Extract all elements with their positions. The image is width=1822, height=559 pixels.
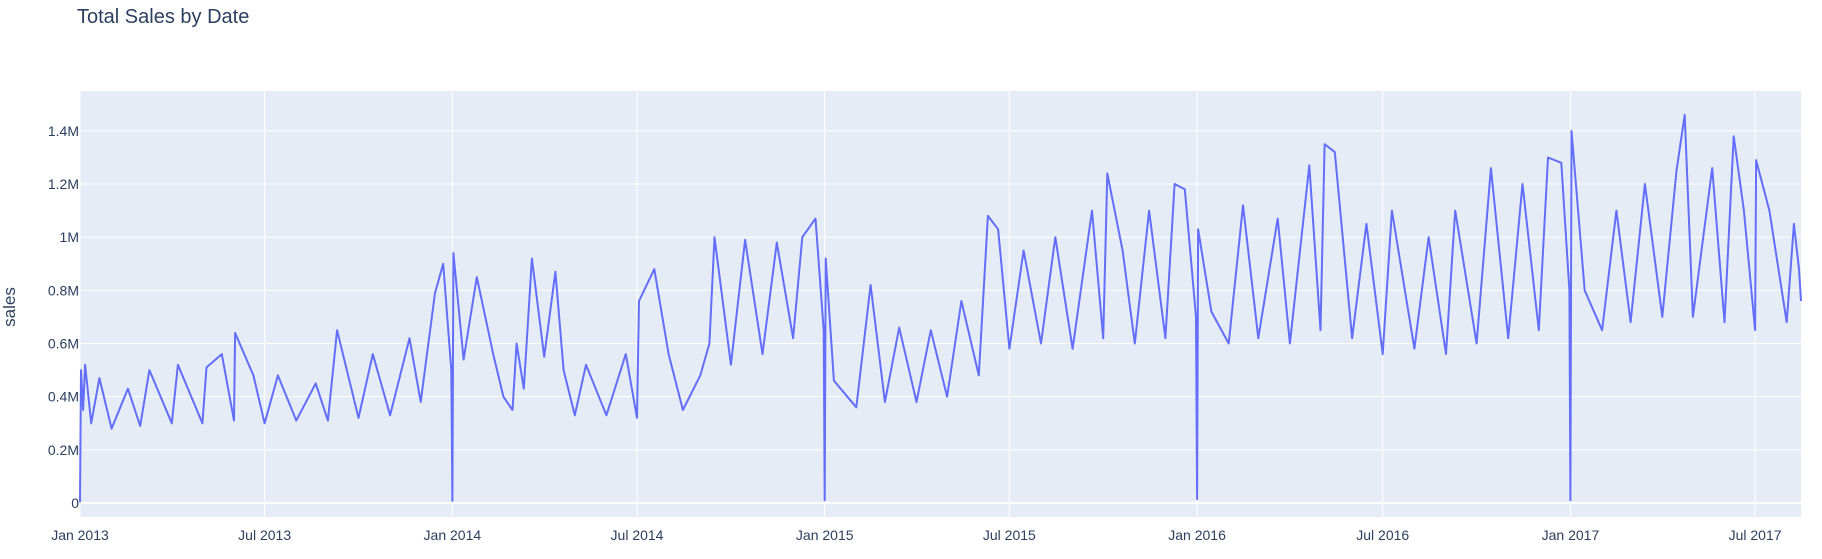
x-tick-label: Jul 2013 (238, 527, 291, 543)
chart-title: Total Sales by Date (77, 6, 250, 28)
plot-area (80, 91, 1801, 517)
y-tick-label: 1.4M (48, 123, 79, 139)
y-tick-label: 1M (60, 229, 79, 245)
x-tick-label: Jul 2016 (1356, 527, 1409, 543)
x-tick-label: Jul 2017 (1729, 527, 1782, 543)
x-tick-label: Jul 2015 (983, 527, 1036, 543)
y-axis-title: sales (0, 287, 19, 327)
x-tick-label: Jan 2016 (1168, 527, 1226, 543)
x-tick-label: Jan 2014 (424, 527, 482, 543)
x-tick-label: Jan 2015 (796, 527, 854, 543)
x-tick-label: Jan 2017 (1542, 527, 1600, 543)
sales-series-line (79, 113, 1802, 503)
y-tick-label: 0 (71, 495, 79, 511)
y-tick-label: 0.2M (48, 442, 79, 458)
y-tick-label: 0.8M (48, 282, 79, 298)
x-tick-labels: Jan 2013 Jul 2013 Jan 2014 Jul 2014 Jan 2015… (51, 527, 1782, 543)
y-tick-label: 1.2M (48, 176, 79, 192)
y-gridlines (80, 130, 1801, 504)
x-tick-label: Jan 2013 (51, 527, 109, 543)
x-tick-label: Jul 2014 (611, 527, 664, 543)
y-tick-label: 0.6M (48, 336, 79, 352)
y-tick-label: 0.4M (48, 389, 79, 405)
y-tick-labels: 0 0.2M 0.4M 0.6M 0.8M 1M 1.2M 1.4M (48, 123, 79, 511)
